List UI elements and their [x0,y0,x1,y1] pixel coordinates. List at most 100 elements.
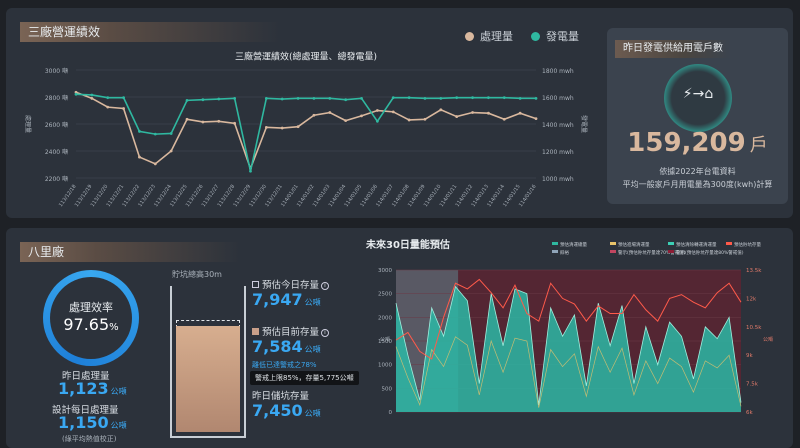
pit-fill-level [176,326,240,432]
power-data-point [534,96,538,100]
power-data-point [423,96,427,100]
y2-tick-label: 10.5k [746,325,762,331]
y-axis-label: 公噸 [380,336,390,343]
square-icon [252,328,259,335]
power-data-point [391,96,395,100]
legend-label: 警示(預估貯坑存量達80%警戒值) [676,249,744,256]
performance-line-chart: 三廠營運績效(總處理量、總發電量) 3000 噸 1800 mwh 2800 噸 160… [24,51,588,209]
y-tick-label: 2800 噸 [45,94,68,102]
power-home-icon-badge: ⚡→⌂ [664,64,732,132]
processing-data-point [391,110,395,114]
processing-data-point [296,125,300,129]
processing-data-point [312,113,316,117]
storage-pit-tank [170,286,246,438]
legend-label: 預估清除轉運清運量 [676,241,717,248]
legend-swatch [610,250,616,253]
processing-series-line [75,91,537,171]
warning-text: 離低已達警戒之78% [252,361,317,369]
yesterday-processed-label: 昨日處理量 [62,371,110,382]
legend-label: 警示(預估貯坑存量達70%警戒值) [618,249,686,256]
forecast-today-value: 7,947 公噸 [252,290,321,309]
y-tick-label: 3000 噸 [45,67,68,75]
processing-data-point [169,149,173,153]
efficiency-label: 處理效率 [69,301,113,314]
yesterday-pit-value: 7,450 公噸 [252,401,321,420]
processing-data-point [233,121,237,125]
y2-axis-label: 公噸 [763,336,773,343]
legend-dot [531,31,540,41]
card-note-method: 平均一般家戶月用電量為300度(kwh)計算 [622,180,773,189]
bolt-to-house-icon: ⚡→⌂ [682,86,714,102]
households-count: 159,209 戶 [627,128,768,158]
legend-label: 預估進場清運量 [618,241,650,248]
y-tick-label: 2500 [378,292,392,298]
legend-label: 預估貯坑存量 [734,241,761,248]
square-icon [252,281,259,288]
legend-item-power[interactable]: 發電量 [531,28,579,44]
legend-swatch [552,242,558,245]
processing-data-point [439,108,443,112]
card-title: 昨日發電供給用電戶數 [615,40,731,58]
power-data-point [502,96,506,100]
y-tick-label: 1500 [378,339,392,345]
y-tick-label: 0 [389,410,393,416]
processing-data-point [138,155,141,159]
y-tick-label: 2000 [378,315,392,321]
chart-legend: 處理量 發電量 [465,28,579,44]
processing-data-point [106,105,110,109]
processing-data-point [471,111,474,114]
power-data-point [312,96,316,100]
power-data-point [264,96,268,100]
y-axis-label: 處理量 [24,115,32,133]
power-data-point [74,92,78,96]
y-tick-label: 2400 噸 [45,148,68,156]
processing-data-point [487,111,490,115]
y2-tick-label: 1800 mwh [542,68,574,75]
yesterday-processed-value: 1,123 公噸 [58,379,127,398]
y2-tick-label: 1200 mwh [542,149,574,156]
panel-title: 八里廠 [20,242,240,262]
processing-data-point [185,117,189,121]
processing-data-point [122,107,125,110]
y-tick-label: 2600 噸 [45,121,68,129]
processing-data-point [153,162,157,166]
efficiency-gauge: 處理效率 97.65% [43,270,139,366]
pit-storage-forecast-line [395,278,742,360]
legend-item-processing[interactable]: 處理量 [465,28,513,44]
legend-swatch [552,250,558,253]
processing-data-point [217,119,221,123]
power-data-point [344,98,348,102]
processing-data-point [201,120,205,124]
info-icon[interactable]: i [321,282,330,290]
y-tick-label: 3000 [378,268,392,274]
processing-data-point [328,111,332,114]
processing-data-point [502,117,506,121]
info-icon[interactable]: i [321,329,330,337]
yesterday-pit-label: 昨日儲坑存量 [252,391,310,402]
power-data-point [249,169,252,173]
legend-label: 預估清運總量 [560,241,587,248]
power-data-point [455,96,459,100]
warning-tooltip: 警戒上限85%，存量5,775公噸 [250,371,359,385]
y-tick-label: 2200 噸 [45,175,68,183]
power-data-point [518,96,522,100]
power-data-point [201,98,205,102]
y2-tick-label: 1600 mwh [542,95,574,102]
current-storage-value: 7,584 公噸 [252,337,321,356]
forecast-today-label: 預估今日存量 i [252,277,330,291]
power-data-point [217,97,221,101]
power-data-point [153,132,157,136]
processing-data-point [280,126,284,130]
power-data-point [471,96,474,100]
y2-tick-label: 1000 mwh [542,176,574,183]
processing-data-point [534,117,538,120]
y2-tick-label: 7.5k [746,382,759,388]
efficiency-value: 97.65% [63,315,119,334]
power-data-point [375,119,379,123]
processing-data-point [423,117,427,121]
incoming-forecast-line [395,336,742,408]
legend-swatch [726,242,732,245]
design-capacity-value: 1,150 公噸 [58,413,127,432]
power-data-point [280,97,284,101]
legend-swatch [610,242,616,245]
